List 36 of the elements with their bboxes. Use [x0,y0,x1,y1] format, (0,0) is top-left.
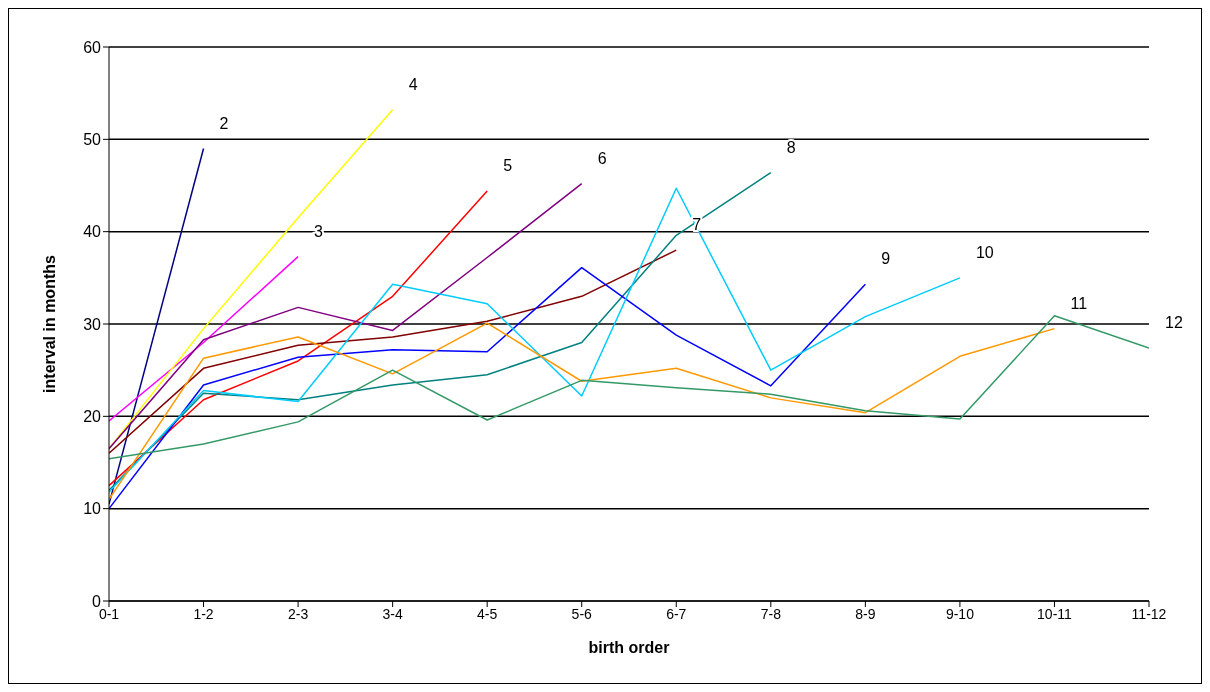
line-series [109,190,488,487]
line-series [109,187,961,493]
x-tick-label: 3-4 [382,605,403,622]
x-tick-label: 4-5 [477,605,498,622]
y-tick-label: 30 [83,315,102,333]
series-label: 6 [597,149,607,167]
series-label: 5 [503,157,513,175]
series-label: 8 [786,138,796,156]
series-label: 10 [975,243,994,261]
x-tick-label: 9-10 [945,605,975,622]
y-tick-label: 0 [92,592,102,610]
x-tick-label: 8-9 [855,605,876,622]
series-label: 9 [881,250,891,268]
line-series [109,182,583,450]
line-series [109,266,867,510]
y-tick-label: 60 [83,38,102,56]
y-tick-label: 20 [83,408,102,426]
x-tick-label: 5-6 [571,605,593,622]
x-axis-title: birth order [588,639,670,656]
line-series [109,249,678,455]
series-label: 12 [1165,314,1183,332]
line-series [109,322,1056,501]
x-tick-label: 11-12 [1131,605,1167,622]
x-tick-label: 2-3 [287,605,309,622]
y-tick-label: 40 [83,223,102,241]
series-label: 2 [219,114,229,132]
x-tick-label: 1-2 [193,605,214,622]
line-series [109,171,772,491]
series-label: 11 [1070,294,1088,312]
y-axis-title: interval in months [40,255,58,393]
y-tick-label: 50 [83,131,102,149]
x-tick-label: 10-11 [1037,605,1073,622]
y-tick-label: 10 [83,500,102,518]
series-label: 4 [408,75,418,93]
x-tick-label: 7-8 [760,605,782,622]
x-tick-label: 6-7 [666,605,687,622]
